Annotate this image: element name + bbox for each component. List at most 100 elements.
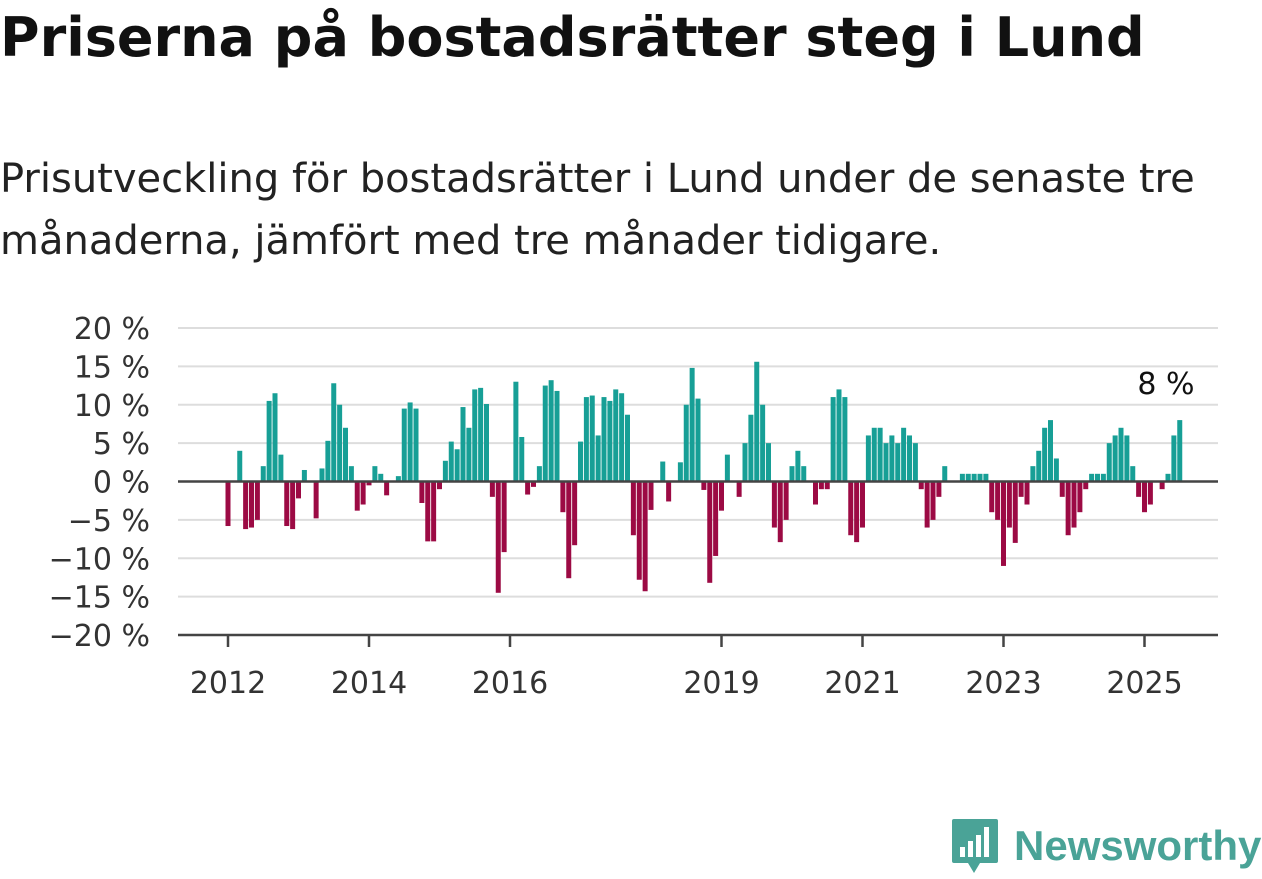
bar <box>337 404 343 482</box>
bar <box>254 481 260 520</box>
bar <box>284 481 290 527</box>
bar <box>854 481 860 543</box>
bar <box>625 414 630 482</box>
bar <box>1159 481 1165 490</box>
bar <box>536 466 542 482</box>
bar <box>548 380 554 482</box>
bar <box>560 481 566 513</box>
bar <box>237 450 243 482</box>
bar <box>431 481 437 542</box>
bar <box>589 395 595 482</box>
bar <box>501 481 507 553</box>
bar <box>918 481 924 490</box>
newsworthy-logo-icon <box>952 819 998 873</box>
bar <box>771 481 777 528</box>
x-tick-label: 2025 <box>1106 666 1182 701</box>
x-tick-label: 2021 <box>824 666 900 701</box>
bar <box>860 481 865 528</box>
bar <box>677 462 683 482</box>
y-tick-label: −5 % <box>68 504 150 539</box>
bar <box>325 440 331 482</box>
bar <box>1036 450 1042 482</box>
bar <box>636 481 642 580</box>
y-axis-labels: 20 %15 % 10 %5 % 0 %−5 %−10 % −15 %−20 % <box>49 312 150 654</box>
bar <box>877 427 883 482</box>
bar <box>1171 435 1177 482</box>
bar <box>513 381 519 482</box>
bar <box>354 481 360 511</box>
bar <box>395 476 401 482</box>
bar <box>566 481 572 579</box>
bar <box>930 481 936 520</box>
bar <box>766 443 771 482</box>
bar <box>783 481 789 520</box>
y-tick-label: 10 % <box>74 389 150 424</box>
bar <box>842 397 848 482</box>
bar <box>824 481 830 490</box>
bar <box>907 435 912 482</box>
bar <box>1042 427 1048 482</box>
bar <box>331 383 337 482</box>
bar <box>343 427 348 482</box>
bar <box>272 393 278 482</box>
bar <box>789 466 795 482</box>
bar <box>525 481 531 495</box>
bar <box>531 481 536 487</box>
y-tick-label: 20 % <box>74 312 150 347</box>
bar <box>1142 481 1147 513</box>
y-tick-label: 5 % <box>93 427 150 462</box>
x-axis-ticks: 2012 2014 2016 2019 2021 2023 2025 <box>190 635 1183 701</box>
bar <box>519 436 525 482</box>
bar <box>795 450 801 482</box>
bar <box>1018 481 1024 497</box>
bar <box>243 481 249 530</box>
bar <box>495 481 501 593</box>
bar <box>1130 466 1136 482</box>
bar <box>959 473 965 482</box>
bar <box>401 408 407 482</box>
bar <box>437 481 442 490</box>
bar <box>601 397 607 482</box>
bar <box>736 481 742 497</box>
bar <box>818 481 824 490</box>
bar <box>484 403 489 482</box>
bar <box>296 481 301 499</box>
bar <box>301 469 307 482</box>
bar <box>319 468 325 482</box>
bar <box>707 481 713 583</box>
bar <box>542 385 548 482</box>
y-tick-label: 0 % <box>93 466 150 501</box>
bar <box>425 481 431 542</box>
bar <box>936 481 942 497</box>
bar <box>348 466 354 482</box>
newsworthy-brand: Newsworthy <box>950 818 1261 874</box>
bar <box>578 441 583 482</box>
bar <box>1147 481 1153 505</box>
bar <box>1077 481 1083 513</box>
bar <box>466 427 472 482</box>
bar <box>572 481 578 546</box>
bar <box>1024 481 1030 505</box>
bar <box>724 454 730 482</box>
bar <box>454 449 460 482</box>
y-tick-label: −15 % <box>49 581 150 616</box>
bar <box>1106 443 1112 482</box>
bar <box>889 435 895 482</box>
bar-chart: 20 %15 % 10 %5 % 0 %−5 %−10 % −15 %−20 % 20… <box>49 312 1218 701</box>
bar <box>1030 466 1036 482</box>
bar <box>413 408 419 482</box>
bar <box>848 481 854 536</box>
bar <box>648 481 654 510</box>
bar <box>290 481 296 530</box>
bar <box>924 481 930 528</box>
bar <box>407 402 413 482</box>
last-value-annotation: 8 % <box>1137 367 1194 402</box>
bar <box>883 443 889 482</box>
bar <box>630 481 636 536</box>
bar <box>1136 481 1142 497</box>
bar <box>613 389 619 482</box>
bar <box>1165 473 1171 482</box>
y-tick-label: −20 % <box>49 619 150 654</box>
bar <box>895 443 901 482</box>
bar <box>1001 481 1006 566</box>
